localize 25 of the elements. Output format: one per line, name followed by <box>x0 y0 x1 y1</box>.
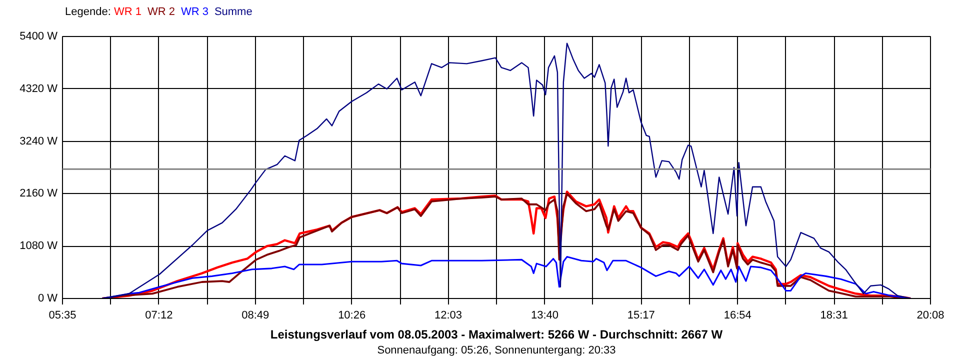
legend-title: Legende: <box>65 6 111 18</box>
x-tick-label: 07:12 <box>145 310 173 322</box>
text: Sonnenaufgang: 05:26, Sonnenuntergang: 20:33 <box>377 344 616 356</box>
x-tick-label: 10:26 <box>338 310 366 322</box>
text: WR 2 <box>147 6 175 18</box>
x-tick-label: 05:35 <box>48 310 76 322</box>
line-series <box>102 256 912 298</box>
x-tick-label: 08:49 <box>242 310 270 322</box>
x-tick-label: 16:54 <box>724 310 752 322</box>
y-tick-label: 0 W <box>38 292 58 304</box>
y-tick-label: 1080 W <box>20 240 58 252</box>
line-series <box>102 42 912 298</box>
x-tick-label: 12:03 <box>434 310 462 322</box>
y-tick-label: 4320 W <box>20 82 58 95</box>
x-tick-label: 20:08 <box>916 310 944 322</box>
text: WR 1 <box>114 6 142 18</box>
x-tick-label: 13:40 <box>530 310 558 322</box>
text: Summe <box>214 6 252 18</box>
x-tick-label: 18:31 <box>820 310 848 322</box>
x-tick-label: 15:17 <box>627 310 655 322</box>
y-tick-label: 3240 W <box>20 135 58 148</box>
text: WR 3 <box>180 6 208 18</box>
y-tick-label: 5400 W <box>20 30 58 42</box>
y-tick-label: 2160 W <box>20 188 58 200</box>
text: Leistungsverlauf vom 08.05.2003 - Maximalwert: 5266 W - Durchschnitt: 2667 W <box>270 328 724 342</box>
